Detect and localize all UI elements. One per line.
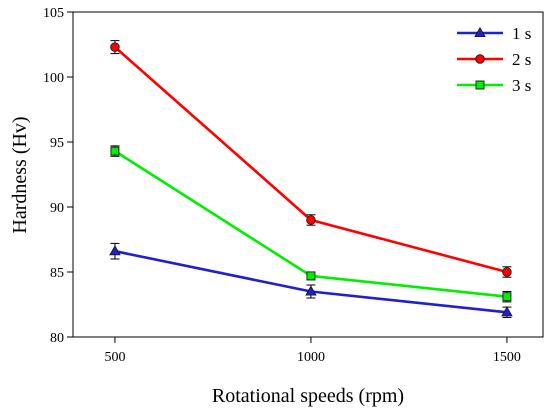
legend: 1 s 2 s 3 s <box>457 24 531 95</box>
y-tick-label: 95 <box>50 136 64 151</box>
plot-frame-layer <box>72 11 544 338</box>
axes-layer: 80 85 90 95 100 105 500 1000 1500 <box>43 6 521 365</box>
y-tick-label: 90 <box>50 201 64 216</box>
x-tick-label: 1000 <box>297 350 325 365</box>
legend-item-3s: 3 s <box>457 76 531 95</box>
series-1s-point <box>305 285 317 296</box>
series-3s-point <box>502 292 512 302</box>
series-1s-line <box>113 249 509 314</box>
series-2s-line <box>113 45 509 274</box>
y-axis-title: Hardness (Hv) <box>9 116 31 233</box>
x-tick-label: 1500 <box>493 350 521 365</box>
series-1s-point <box>109 245 121 256</box>
series-3s <box>110 145 512 303</box>
series-2s-point <box>110 42 120 52</box>
series-1s-point <box>501 306 513 317</box>
series-layer <box>109 40 513 318</box>
series-1s <box>109 242 513 318</box>
legend-item-1s: 1 s <box>457 24 531 43</box>
y-tick-label: 105 <box>43 6 64 21</box>
x-axis-title: Rotational speeds (rpm) <box>212 385 404 407</box>
y-tick-label: 100 <box>43 71 64 86</box>
legend-swatch-marker <box>475 54 485 64</box>
plot-frame <box>72 11 544 338</box>
series-2s-point <box>502 267 512 277</box>
legend-swatch-marker <box>475 80 485 90</box>
y-tick-label: 80 <box>50 331 64 346</box>
series-3s-point <box>110 146 120 156</box>
series-2s <box>110 40 512 278</box>
y-tick-label: 85 <box>50 266 64 281</box>
legend-label: 3 s <box>512 76 531 95</box>
legend-swatch-marker <box>474 26 486 38</box>
legend-item-2s: 2 s <box>457 50 531 69</box>
legend-label: 1 s <box>512 24 531 43</box>
series-2s-point <box>306 215 316 225</box>
x-tick-label: 500 <box>104 350 125 365</box>
legend-label: 2 s <box>512 50 531 69</box>
series-3s-point <box>306 271 316 281</box>
